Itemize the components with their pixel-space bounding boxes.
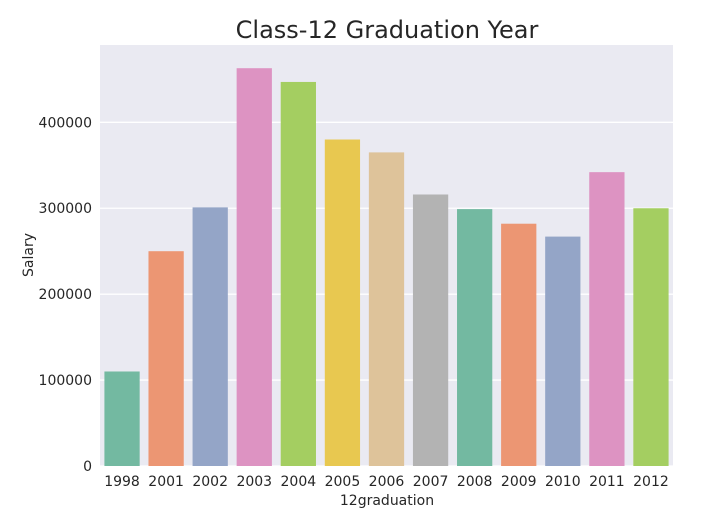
- x-axis-ticks: 1998 2001 2002 2003 2004 2005 2006 2007 2008 2009…: [104, 474, 669, 490]
- x-tick-label: 2002: [192, 474, 228, 490]
- bar-2011: [589, 172, 625, 466]
- bar-2001: [148, 251, 184, 466]
- x-tick-label: 2001: [148, 474, 184, 490]
- x-tick-label: 2012: [633, 474, 669, 490]
- x-tick-label: 2006: [369, 474, 405, 490]
- x-axis-label: 12graduation: [340, 493, 434, 509]
- y-tick-label: 300000: [39, 201, 92, 217]
- y-axis-label: Salary: [21, 233, 37, 277]
- bar-1998: [104, 371, 140, 466]
- bar-2006: [368, 152, 405, 467]
- x-tick-label: 2008: [457, 474, 493, 490]
- x-tick-label: 2004: [281, 474, 317, 490]
- bars: [104, 68, 669, 467]
- x-tick-label: 2003: [236, 474, 272, 490]
- y-axis-ticks: 0 100000 200000 300000 400000: [39, 115, 92, 475]
- x-tick-label: 2007: [413, 474, 449, 490]
- y-tick-label: 400000: [39, 115, 92, 131]
- bar-2010: [545, 236, 581, 466]
- bar-2007: [412, 194, 449, 466]
- x-tick-label: 2005: [325, 474, 361, 490]
- y-tick-label: 100000: [39, 373, 92, 389]
- y-tick-label: 200000: [39, 287, 92, 303]
- x-tick-label: 2010: [545, 474, 581, 490]
- bar-2005: [324, 139, 361, 467]
- bar-2009: [501, 223, 537, 466]
- bar-2012: [633, 208, 669, 466]
- bar-2002: [192, 207, 228, 466]
- x-tick-label: 1998: [104, 474, 140, 490]
- y-tick-label: 0: [83, 459, 92, 475]
- x-tick-label: 2009: [501, 474, 537, 490]
- bar-2008: [457, 209, 493, 467]
- x-tick-label: 2011: [589, 474, 625, 490]
- bar-2004: [280, 81, 316, 467]
- chart-title: Class-12 Graduation Year: [236, 16, 539, 44]
- bar-2003: [236, 68, 272, 466]
